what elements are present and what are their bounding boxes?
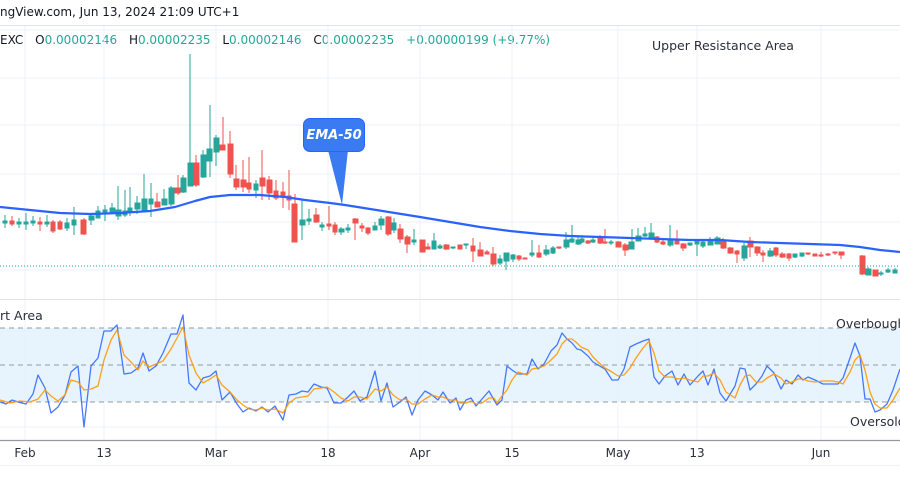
chart-source-timestamp: ngView.com, Jun 13, 2024 21:09 UTC+1 — [0, 5, 240, 19]
x-axis-label: Apr — [409, 446, 431, 460]
x-axis-label: May — [605, 446, 631, 460]
low-value: 0.00002146 — [229, 33, 302, 47]
close-value: 0.00002235 — [321, 33, 395, 47]
ema-callout-pointer — [328, 150, 348, 205]
overbought-label: Overbough — [836, 316, 900, 331]
stochastic-pane — [0, 314, 900, 428]
high-value: 0.00002235 — [137, 33, 211, 47]
x-axis-label: 15 — [504, 446, 520, 460]
stochastic-k-line — [0, 314, 900, 428]
open-value: 0.00002146 — [44, 33, 118, 47]
oversold-label: Oversolo — [850, 414, 900, 429]
upper-resistance-label: Upper Resistance Area — [652, 38, 794, 53]
x-axis-label: Feb — [14, 446, 36, 460]
x-axis-label: 18 — [320, 446, 336, 460]
x-axis-label: 13 — [96, 446, 112, 460]
change-value: +0.00000199 (+9.77%) — [406, 33, 551, 47]
ohlc-legend: EXC O0.00002146 H0.00002235 L0.00002146 … — [0, 33, 551, 47]
support-area-label: rt Area — [0, 308, 43, 323]
x-axis-label: 13 — [689, 446, 705, 460]
x-axis-label: Jun — [811, 446, 831, 460]
price-gridlines — [0, 29, 900, 271]
symbol-suffix: EXC — [0, 33, 24, 47]
stochastic-d-line — [0, 326, 900, 414]
ema-50-callout: EMA-50 — [303, 118, 365, 152]
ema-50-line — [0, 193, 900, 254]
x-axis-label: Mar — [204, 446, 228, 460]
